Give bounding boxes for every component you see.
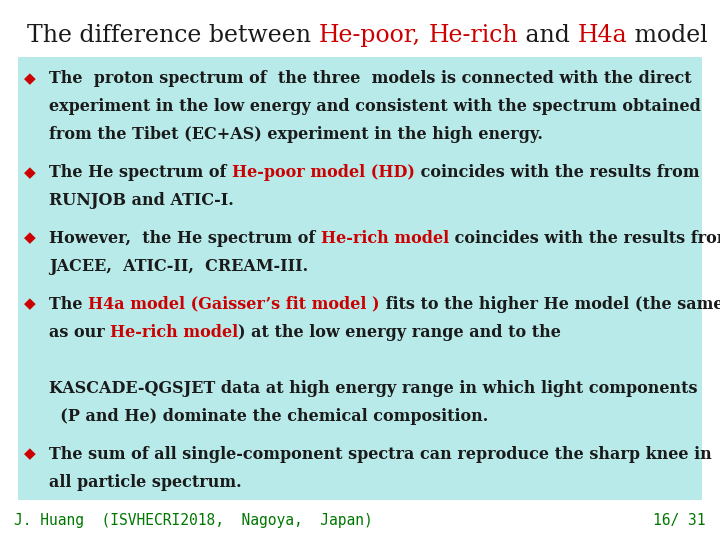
Text: ◆: ◆ bbox=[24, 447, 36, 462]
Text: ◆: ◆ bbox=[24, 231, 36, 246]
Text: model: model bbox=[627, 24, 708, 46]
Text: and: and bbox=[518, 24, 577, 46]
Text: coincides with the results from: coincides with the results from bbox=[415, 164, 699, 181]
Text: ◆: ◆ bbox=[24, 296, 36, 312]
Text: However,  the He spectrum of: However, the He spectrum of bbox=[49, 230, 321, 247]
Text: as our: as our bbox=[49, 323, 110, 341]
Text: He-rich: He-rich bbox=[428, 24, 518, 46]
Text: The  proton spectrum of  the three  models is connected with the direct: The proton spectrum of the three models … bbox=[49, 70, 692, 87]
FancyBboxPatch shape bbox=[18, 57, 702, 500]
Text: J. Huang  (ISVHECRI2018,  Nagoya,  Japan): J. Huang (ISVHECRI2018, Nagoya, Japan) bbox=[14, 512, 373, 528]
Text: all particle spectrum.: all particle spectrum. bbox=[49, 474, 242, 491]
Text: JACEE,  ATIC-II,  CREAM-III.: JACEE, ATIC-II, CREAM-III. bbox=[49, 258, 308, 275]
Text: H4a model (Gaisser’s fit model ): H4a model (Gaisser’s fit model ) bbox=[88, 295, 379, 313]
Text: The sum of all single-component spectra can reproduce the sharp knee in: The sum of all single-component spectra … bbox=[49, 446, 711, 463]
Text: He-poor,: He-poor, bbox=[319, 24, 421, 46]
Text: KASCADE-QGSJET data at high energy range in which light components: KASCADE-QGSJET data at high energy range… bbox=[49, 380, 698, 397]
Text: He-poor model (HD): He-poor model (HD) bbox=[232, 164, 415, 181]
Text: The difference between: The difference between bbox=[27, 24, 319, 46]
Text: fits to the higher He model (the same: fits to the higher He model (the same bbox=[379, 295, 720, 313]
Text: experiment in the low energy and consistent with the spectrum obtained: experiment in the low energy and consist… bbox=[49, 98, 701, 115]
Text: ◆: ◆ bbox=[24, 165, 36, 180]
Text: RUNJOB and ATIC-I.: RUNJOB and ATIC-I. bbox=[49, 192, 234, 209]
Text: coincides with the results from: coincides with the results from bbox=[449, 230, 720, 247]
Text: ◆: ◆ bbox=[24, 71, 36, 86]
Text: 16/ 31: 16/ 31 bbox=[653, 512, 706, 528]
Text: H4a: H4a bbox=[577, 24, 627, 46]
Text: He-rich model: He-rich model bbox=[321, 230, 449, 247]
Text: from the Tibet (EC+AS) experiment in the high energy.: from the Tibet (EC+AS) experiment in the… bbox=[49, 126, 543, 143]
Text: The He spectrum of: The He spectrum of bbox=[49, 164, 232, 181]
Text: ) at the low energy range and to the: ) at the low energy range and to the bbox=[238, 323, 562, 341]
Text: He-rich model: He-rich model bbox=[110, 323, 238, 341]
Text: The: The bbox=[49, 295, 88, 313]
Text: (P and He) dominate the chemical composition.: (P and He) dominate the chemical composi… bbox=[49, 408, 488, 425]
